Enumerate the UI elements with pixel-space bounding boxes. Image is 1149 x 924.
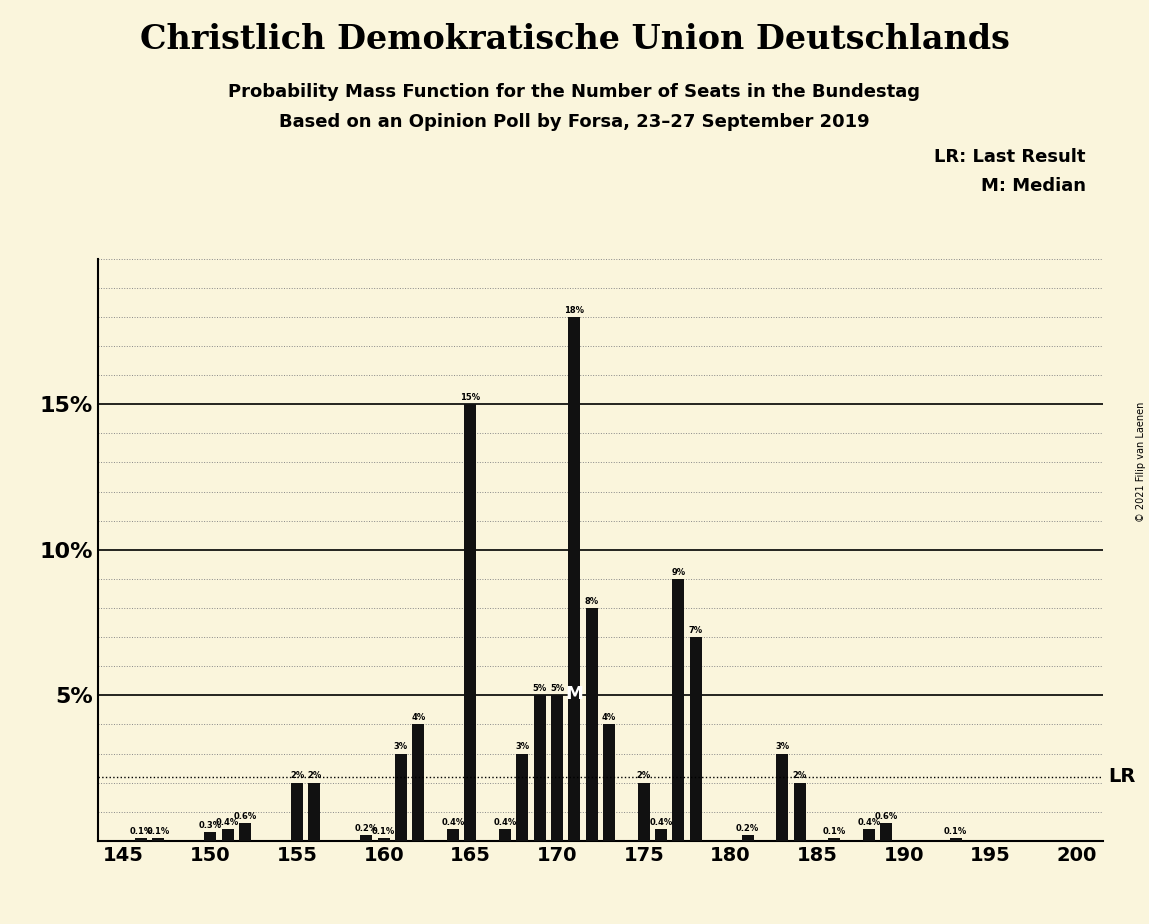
Bar (672, 578, 685, 841)
Text: M: M (565, 685, 584, 703)
Bar (153, 838, 164, 841)
Bar (205, 833, 216, 841)
Bar (949, 838, 962, 841)
Text: 0.4%: 0.4% (857, 818, 880, 827)
Text: 3%: 3% (394, 742, 408, 751)
Text: 5%: 5% (550, 684, 564, 693)
Bar (552, 695, 563, 841)
Bar (378, 838, 390, 841)
Text: 2%: 2% (637, 772, 650, 780)
Text: 2%: 2% (307, 772, 322, 780)
Text: © 2021 Filip van Laenen: © 2021 Filip van Laenen (1136, 402, 1146, 522)
Bar (412, 724, 424, 841)
Bar (863, 829, 876, 841)
Text: 18%: 18% (564, 306, 585, 314)
Text: M: Median: M: Median (981, 177, 1086, 195)
Bar (308, 783, 321, 841)
Bar (777, 754, 788, 841)
Text: 0.1%: 0.1% (944, 827, 967, 835)
Bar (516, 754, 529, 841)
Bar (603, 724, 615, 841)
Text: 2%: 2% (793, 772, 807, 780)
Bar (794, 783, 805, 841)
Text: 4%: 4% (602, 713, 616, 722)
Bar (447, 829, 460, 841)
Bar (828, 838, 840, 841)
Text: Based on an Opinion Poll by Forsa, 23–27 September 2019: Based on an Opinion Poll by Forsa, 23–27… (279, 113, 870, 130)
Bar (361, 835, 372, 841)
Text: 8%: 8% (585, 597, 599, 605)
Text: 0.2%: 0.2% (355, 823, 378, 833)
Bar (499, 829, 511, 841)
Text: 5%: 5% (532, 684, 547, 693)
Text: Christlich Demokratische Union Deutschlands: Christlich Demokratische Union Deutschla… (139, 23, 1010, 56)
Bar (638, 783, 649, 841)
Bar (586, 608, 597, 841)
Bar (655, 829, 668, 841)
Text: 0.6%: 0.6% (874, 812, 899, 821)
Text: 3%: 3% (776, 742, 789, 751)
Text: 0.1%: 0.1% (372, 827, 395, 835)
Text: 7%: 7% (688, 626, 703, 635)
Bar (134, 838, 147, 841)
Bar (464, 405, 477, 841)
Text: LR: LR (1109, 767, 1135, 786)
Text: 0.4%: 0.4% (441, 818, 464, 827)
Text: 0.1%: 0.1% (147, 827, 170, 835)
Text: 15%: 15% (461, 393, 480, 402)
Text: 0.2%: 0.2% (737, 823, 759, 833)
Text: 0.4%: 0.4% (649, 818, 672, 827)
Text: Probability Mass Function for the Number of Seats in the Bundestag: Probability Mass Function for the Number… (229, 83, 920, 101)
Text: 0.1%: 0.1% (823, 827, 846, 835)
Text: 0.3%: 0.3% (199, 821, 222, 830)
Bar (291, 783, 303, 841)
Bar (395, 754, 407, 841)
Bar (741, 835, 754, 841)
Text: 4%: 4% (411, 713, 425, 722)
Text: 0.1%: 0.1% (130, 827, 153, 835)
Text: 0.4%: 0.4% (493, 818, 517, 827)
Text: 3%: 3% (515, 742, 530, 751)
Bar (533, 695, 546, 841)
Text: 2%: 2% (290, 772, 304, 780)
Text: LR: Last Result: LR: Last Result (934, 148, 1086, 165)
Bar (689, 638, 702, 841)
Bar (880, 823, 893, 841)
Bar (222, 829, 233, 841)
Bar (569, 317, 580, 841)
Text: 0.6%: 0.6% (233, 812, 256, 821)
Bar (239, 823, 252, 841)
Text: 0.4%: 0.4% (216, 818, 239, 827)
Text: 9%: 9% (671, 567, 686, 577)
